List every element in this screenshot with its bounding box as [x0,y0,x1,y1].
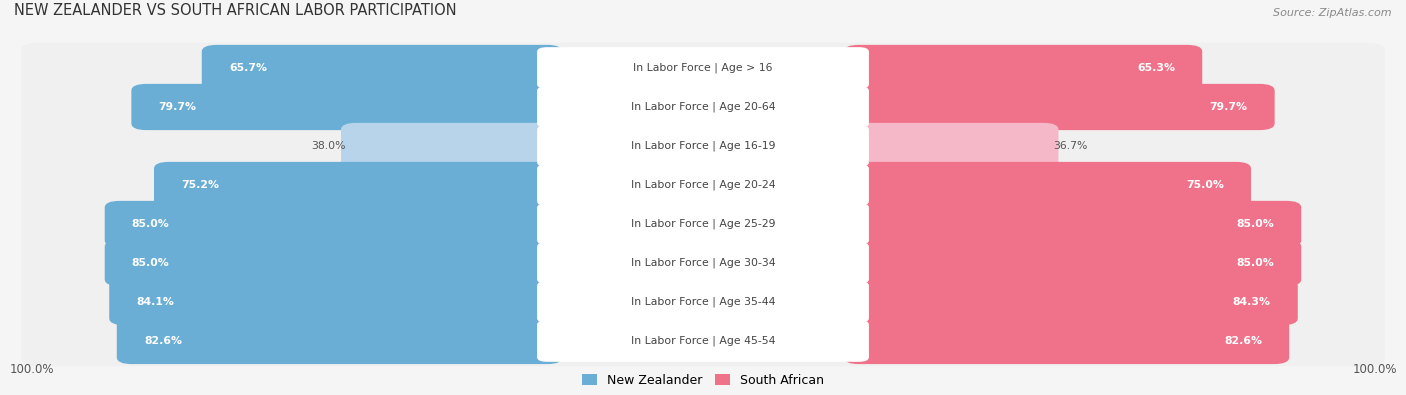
Text: 79.7%: 79.7% [1209,102,1247,112]
Text: In Labor Force | Age 45-54: In Labor Force | Age 45-54 [631,336,775,346]
FancyBboxPatch shape [131,84,562,130]
FancyBboxPatch shape [537,242,869,284]
Text: 65.3%: 65.3% [1137,63,1175,73]
Text: 100.0%: 100.0% [1353,363,1396,376]
FancyBboxPatch shape [844,123,1059,169]
FancyBboxPatch shape [110,279,562,325]
Text: In Labor Force | Age 20-24: In Labor Force | Age 20-24 [631,180,775,190]
Text: 82.6%: 82.6% [143,336,181,346]
Text: 75.0%: 75.0% [1187,180,1223,190]
Text: In Labor Force | Age > 16: In Labor Force | Age > 16 [633,63,773,73]
FancyBboxPatch shape [342,123,562,169]
Text: In Labor Force | Age 35-44: In Labor Force | Age 35-44 [631,297,775,307]
FancyBboxPatch shape [537,203,869,245]
Text: 79.7%: 79.7% [159,102,197,112]
FancyBboxPatch shape [537,164,869,206]
FancyBboxPatch shape [844,45,1202,91]
Text: 85.0%: 85.0% [1236,258,1274,268]
Text: Source: ZipAtlas.com: Source: ZipAtlas.com [1274,8,1392,18]
FancyBboxPatch shape [21,316,1385,366]
FancyBboxPatch shape [21,120,1385,171]
FancyBboxPatch shape [844,162,1251,208]
FancyBboxPatch shape [21,276,1385,327]
FancyBboxPatch shape [21,82,1385,132]
Text: NEW ZEALANDER VS SOUTH AFRICAN LABOR PARTICIPATION: NEW ZEALANDER VS SOUTH AFRICAN LABOR PAR… [14,3,457,18]
FancyBboxPatch shape [844,201,1302,247]
Text: In Labor Force | Age 16-19: In Labor Force | Age 16-19 [631,141,775,151]
Legend: New Zealander, South African: New Zealander, South African [576,369,830,392]
FancyBboxPatch shape [21,199,1385,249]
Text: In Labor Force | Age 30-34: In Labor Force | Age 30-34 [631,258,775,268]
Text: 84.3%: 84.3% [1233,297,1271,307]
FancyBboxPatch shape [844,84,1275,130]
Text: 85.0%: 85.0% [132,219,170,229]
Text: 100.0%: 100.0% [10,363,53,376]
Text: 75.2%: 75.2% [181,180,219,190]
FancyBboxPatch shape [537,320,869,362]
FancyBboxPatch shape [21,160,1385,211]
FancyBboxPatch shape [844,240,1302,286]
FancyBboxPatch shape [844,279,1298,325]
FancyBboxPatch shape [537,86,869,128]
FancyBboxPatch shape [537,281,869,323]
Text: 65.7%: 65.7% [229,63,267,73]
Text: In Labor Force | Age 25-29: In Labor Force | Age 25-29 [631,219,775,229]
Text: 36.7%: 36.7% [1053,141,1088,151]
Text: 85.0%: 85.0% [132,258,170,268]
FancyBboxPatch shape [104,240,562,286]
Text: 82.6%: 82.6% [1225,336,1263,346]
Text: 85.0%: 85.0% [1236,219,1274,229]
Text: 38.0%: 38.0% [312,141,346,151]
FancyBboxPatch shape [104,201,562,247]
FancyBboxPatch shape [537,47,869,89]
FancyBboxPatch shape [155,162,562,208]
FancyBboxPatch shape [844,318,1289,364]
FancyBboxPatch shape [537,125,869,167]
Text: In Labor Force | Age 20-64: In Labor Force | Age 20-64 [631,102,775,112]
FancyBboxPatch shape [21,237,1385,288]
FancyBboxPatch shape [21,43,1385,93]
FancyBboxPatch shape [117,318,562,364]
FancyBboxPatch shape [201,45,562,91]
Text: 84.1%: 84.1% [136,297,174,307]
